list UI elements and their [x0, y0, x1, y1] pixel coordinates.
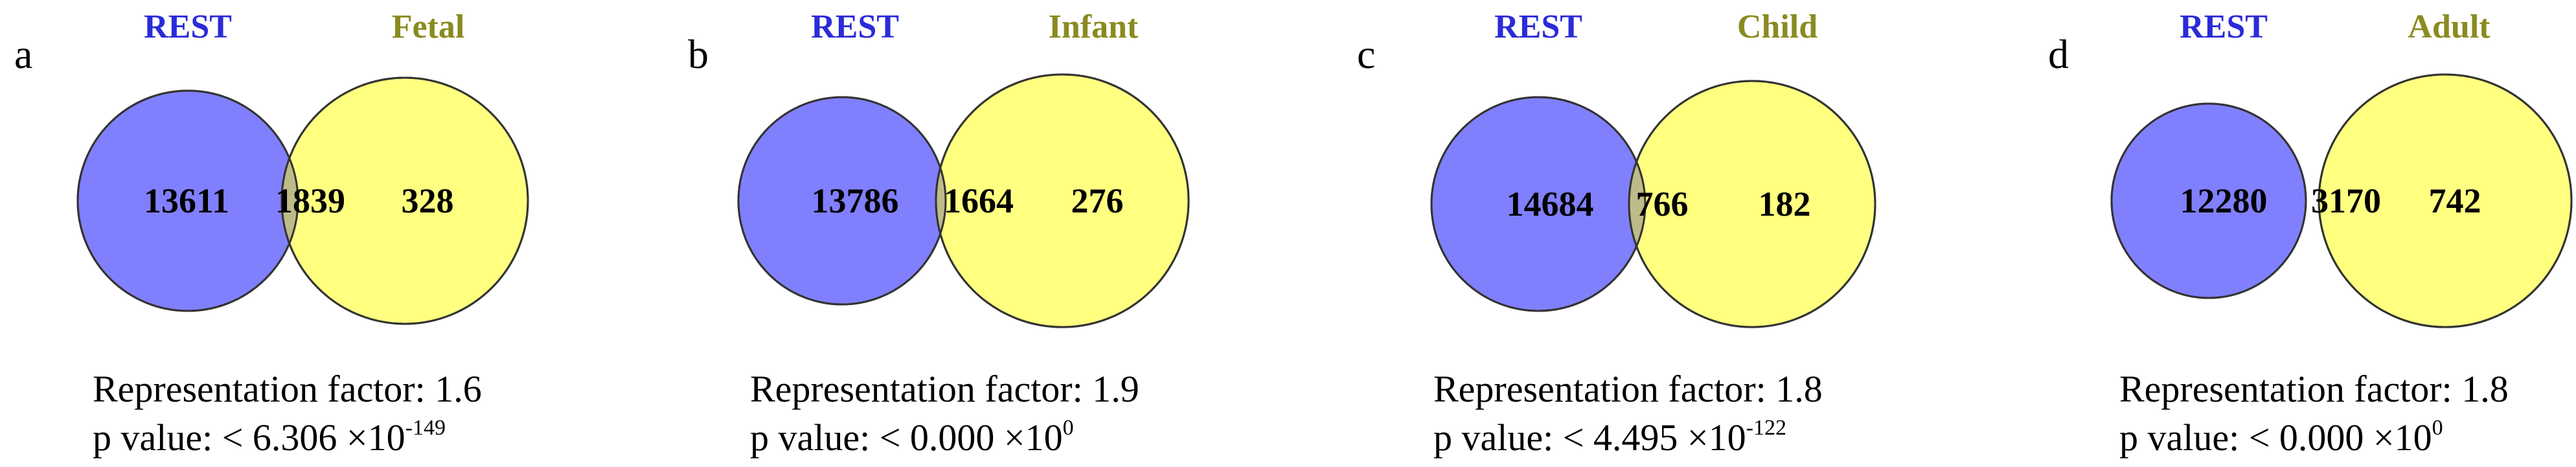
- overlap-count: 3170: [2311, 181, 2381, 220]
- p-value-exponent: 0: [2432, 416, 2443, 440]
- right-set-label: Adult: [2408, 8, 2491, 45]
- right-only-count: 742: [2429, 181, 2481, 220]
- p-value-exponent: -149: [405, 416, 446, 440]
- left-set-outline: [76, 89, 299, 312]
- overlap-count: 1664: [944, 181, 1014, 220]
- panel-letter: c: [1357, 31, 1375, 77]
- p-value-base: p value: < 4.495 ×10: [1433, 416, 1746, 459]
- p-value: p value: < 0.000 ×100: [750, 416, 1074, 459]
- left-set-outline: [737, 96, 947, 306]
- right-only-count: 328: [402, 181, 454, 220]
- left-only-count: 13786: [812, 181, 899, 220]
- representation-factor: Representation factor: 1.9: [750, 368, 1139, 410]
- p-value: p value: < 0.000 ×100: [2119, 416, 2443, 459]
- panel-letter: d: [2048, 31, 2069, 77]
- right-set-outline: [1628, 80, 1876, 328]
- panel-letter: b: [688, 31, 709, 77]
- venn-panel-a: a REST Fetal 13611 1839 328 Representation fac…: [14, 8, 529, 459]
- representation-factor: Representation factor: 1.8: [1433, 368, 1823, 410]
- left-only-count: 14684: [1507, 185, 1594, 223]
- right-set-label: Child: [1737, 8, 1818, 45]
- panel-letter: a: [14, 31, 32, 77]
- left-set-label: REST: [144, 8, 232, 45]
- right-set-outline: [2318, 73, 2573, 328]
- overlap-count: 1839: [275, 181, 345, 220]
- overlap-count: 766: [1636, 185, 1689, 223]
- p-value: p value: < 6.306 ×10-149: [93, 416, 446, 459]
- right-only-count: 182: [1759, 185, 1811, 223]
- p-value: p value: < 4.495 ×10-122: [1433, 416, 1786, 459]
- representation-factor: Representation factor: 1.8: [2119, 368, 2509, 410]
- right-only-count: 276: [1071, 181, 1124, 220]
- p-value-base: p value: < 0.000 ×10: [2119, 416, 2432, 459]
- left-set-label: REST: [811, 8, 899, 45]
- p-value-base: p value: < 0.000 ×10: [750, 416, 1063, 459]
- p-value-base: p value: < 6.306 ×10: [93, 416, 405, 459]
- p-value-exponent: -122: [1746, 416, 1786, 440]
- left-only-count: 12280: [2180, 181, 2268, 220]
- venn-panel-c: c REST Child 14684 766 182 Representation fact…: [1357, 8, 1876, 459]
- left-set-outline: [1430, 96, 1647, 312]
- left-set-outline: [2110, 102, 2307, 299]
- venn-panel-d: d REST Adult 12280 3170 742 Representation fac…: [2048, 8, 2573, 459]
- right-set-outline: [935, 73, 1190, 328]
- representation-factor: Representation factor: 1.6: [93, 368, 482, 410]
- right-set-label: Infant: [1049, 8, 1139, 45]
- left-set-label: REST: [1494, 8, 1582, 45]
- venn-panel-b: b REST Infant 13786 1664 276 Representation fa…: [688, 8, 1190, 459]
- right-set-outline: [280, 76, 529, 325]
- right-set-label: Fetal: [392, 8, 465, 45]
- p-value-exponent: 0: [1063, 416, 1074, 440]
- left-set-label: REST: [2180, 8, 2268, 45]
- left-only-count: 13611: [144, 181, 229, 220]
